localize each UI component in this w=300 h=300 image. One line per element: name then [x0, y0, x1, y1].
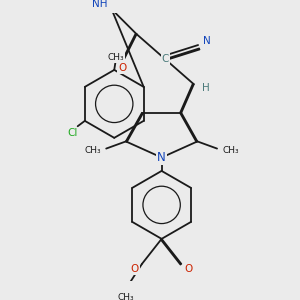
Text: O: O — [184, 264, 193, 274]
Text: CH₃: CH₃ — [222, 146, 239, 155]
Text: H: H — [202, 83, 210, 93]
Text: N: N — [157, 151, 166, 164]
Text: CH₃: CH₃ — [84, 146, 101, 155]
Text: C: C — [161, 54, 169, 64]
Text: CH₃: CH₃ — [108, 53, 124, 62]
Text: Cl: Cl — [67, 128, 77, 138]
Text: O: O — [131, 264, 139, 274]
Text: NH: NH — [92, 0, 108, 9]
Text: CH₃: CH₃ — [118, 293, 134, 300]
Text: O: O — [118, 63, 126, 73]
Text: N: N — [203, 36, 211, 46]
